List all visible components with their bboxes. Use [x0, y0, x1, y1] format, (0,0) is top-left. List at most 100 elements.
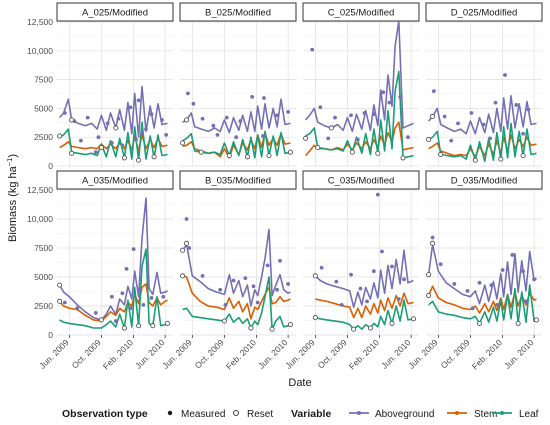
x-axis-title: Date — [288, 377, 311, 389]
measured-point — [140, 131, 144, 136]
measured-point — [470, 306, 475, 311]
reset-point — [476, 320, 483, 326]
legend-label-measured: Measured — [181, 409, 225, 420]
reset-point — [426, 293, 432, 299]
reset-point — [57, 133, 63, 139]
measured-point — [149, 295, 154, 300]
y-axis-title: Biomass (kg ha−1) — [5, 154, 19, 242]
y-tick-label: 2500 — [34, 301, 53, 311]
reset-point — [515, 320, 521, 326]
measured-point — [184, 217, 189, 221]
measured-point — [365, 299, 369, 304]
facet-panel-3: C_025/Modified — [302, 2, 420, 167]
series-line-stem — [428, 134, 537, 158]
facet-panel-4: D_025/Modified — [425, 2, 543, 167]
measured-point — [349, 272, 353, 277]
x-tick-label: Jun. 2010 — [502, 337, 536, 371]
reset-point — [98, 145, 104, 151]
measured-point — [120, 291, 125, 296]
measured-point — [398, 94, 403, 99]
legend-label-aboveground: Aboveground — [375, 409, 435, 420]
reset-point — [520, 153, 526, 159]
measured-point — [510, 253, 515, 257]
y-tick-label: 0 — [48, 330, 53, 340]
facet-strip — [179, 2, 297, 22]
reset-point — [164, 320, 171, 326]
measured-point — [310, 47, 315, 52]
measured-point — [211, 123, 216, 128]
reset-point — [315, 145, 321, 151]
reset-point — [244, 154, 250, 160]
reset-point — [426, 272, 432, 278]
measured-point — [275, 287, 280, 292]
facet-strip — [179, 170, 297, 190]
facet-strip — [302, 170, 420, 190]
measured-point — [524, 299, 528, 304]
measured-point — [238, 119, 243, 123]
reset-point — [136, 157, 142, 163]
measured-point — [452, 282, 457, 286]
legend-key-dot-stem — [455, 411, 459, 415]
measured-point — [149, 112, 154, 117]
measured-point — [109, 141, 114, 145]
reset-point — [221, 318, 227, 324]
measured-point — [355, 137, 360, 142]
facet-strip — [302, 2, 420, 22]
reset-point — [303, 135, 309, 141]
reset-point — [438, 151, 444, 158]
reset-point — [266, 153, 272, 159]
facet-panel-5: A_035/Modified 0 2500 5000 7500 10,000 12,500 J… — [27, 170, 174, 371]
reset-point — [180, 273, 186, 279]
measured-point — [380, 249, 384, 254]
reset-point — [533, 317, 540, 323]
reset-point — [430, 113, 436, 120]
measured-point — [430, 235, 435, 240]
measured-point — [402, 277, 406, 282]
reset-point — [287, 149, 294, 155]
measured-point — [134, 137, 138, 142]
measured-point — [319, 265, 324, 270]
measured-point — [161, 294, 166, 299]
measured-point — [200, 273, 205, 278]
measured-point — [500, 268, 505, 272]
x-tick-label: Jun. 2009 — [406, 337, 440, 371]
measured-point — [438, 262, 443, 267]
x-tick-label: Jun. 2009 — [160, 337, 194, 371]
facet-panel-1: A_025/Modified 0 2500 5000 7500 10,000 12,500 — [27, 2, 174, 171]
facet-panel-2: B_025/Modified — [179, 2, 297, 167]
measured-point — [371, 112, 376, 117]
y-axis-title-close: ) — [7, 154, 19, 158]
legend-key-reset — [233, 410, 239, 416]
series-line-aboveground — [304, 20, 414, 133]
reset-point — [351, 326, 357, 332]
measured-point — [251, 284, 256, 289]
measured-point — [456, 121, 460, 126]
y-tick-label: 5000 — [34, 103, 53, 113]
measured-point — [503, 73, 507, 77]
reset-point — [312, 315, 318, 321]
reset-point — [349, 149, 355, 155]
legend-label-stem: Stem — [474, 409, 497, 420]
measured-point — [278, 258, 282, 263]
measured-point — [141, 302, 146, 307]
measured-point — [265, 263, 270, 268]
series-line-aboveground — [182, 98, 291, 134]
reset-point — [69, 150, 75, 156]
facet-strip-label: A_035/Modified — [82, 176, 148, 187]
x-tick-label: Jun. 2009 — [37, 337, 71, 371]
series-line-aboveground — [427, 243, 538, 305]
measured-point — [521, 269, 526, 274]
reset-point — [287, 322, 294, 328]
reset-point — [226, 153, 232, 159]
measured-point — [514, 103, 519, 107]
measured-point — [96, 135, 101, 140]
facet-strip-label: A_025/Modified — [82, 8, 148, 19]
reset-point — [312, 273, 318, 279]
reset-point — [472, 157, 478, 163]
facet-strip-label: D_025/Modified — [451, 8, 518, 19]
reset-point — [248, 325, 254, 331]
measured-point — [494, 302, 499, 307]
measured-point — [261, 134, 265, 138]
